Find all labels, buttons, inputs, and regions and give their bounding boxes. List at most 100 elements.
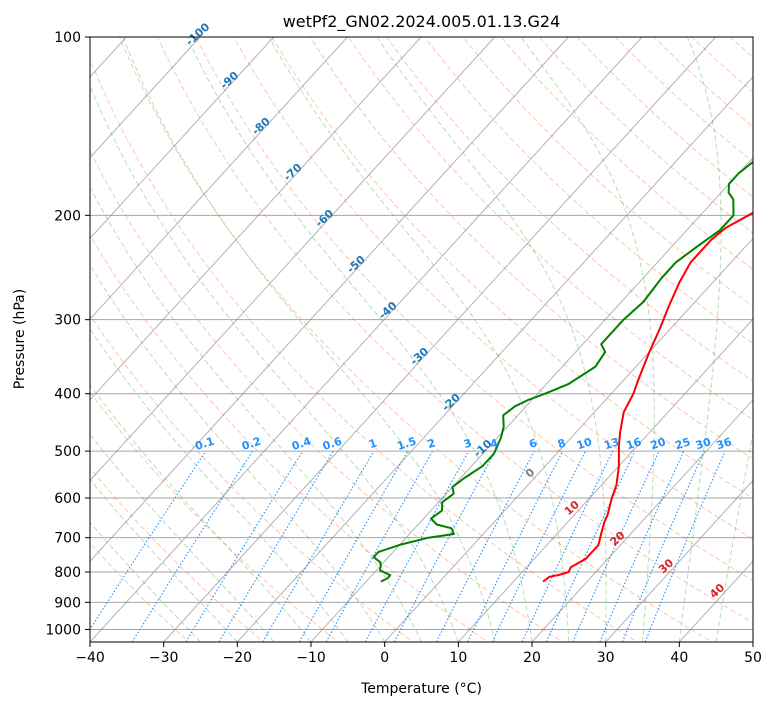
isotherm xyxy=(384,237,753,642)
y-axis-label: Pressure (hPa) xyxy=(12,289,28,389)
x-tick-label: −30 xyxy=(149,650,179,666)
mixing-ratio-line xyxy=(467,450,564,642)
x-tick-label: 20 xyxy=(523,650,541,666)
isotherm xyxy=(90,37,348,320)
isotherm xyxy=(90,37,201,159)
background-lines xyxy=(90,37,753,642)
isotherm xyxy=(90,37,275,240)
isotherm xyxy=(310,156,753,642)
mixing-ratio-line xyxy=(325,450,433,642)
mixing-ratio-line xyxy=(572,450,660,642)
moist-adiabat xyxy=(268,37,570,642)
x-tick-label: −40 xyxy=(75,650,105,666)
y-tick-label: 300 xyxy=(54,313,81,329)
mixing-ratio-label: 30 xyxy=(694,435,713,452)
mixing-ratio-line xyxy=(644,450,726,642)
moist-adiabat xyxy=(90,478,238,642)
x-axis: −40 −30 −20 −10 0 10 20 30 40 50 xyxy=(75,642,762,666)
y-tick-label: 400 xyxy=(54,387,81,403)
mixing-ratio-label: 20 xyxy=(649,435,668,452)
moist-adiabat xyxy=(90,521,201,642)
y-tick-label: 900 xyxy=(54,595,81,611)
x-tick-label: 10 xyxy=(449,650,467,666)
mixing-ratio-line xyxy=(545,450,636,642)
dry-adiabat xyxy=(347,37,753,421)
mixing-ratio-line xyxy=(521,450,614,642)
mixing-ratio-line xyxy=(621,450,705,642)
mixing-ratio-label: 0.1 xyxy=(193,435,216,453)
moist-adiabat xyxy=(520,37,655,642)
moist-adiabat xyxy=(376,37,607,642)
mixing-ratio-line xyxy=(435,450,535,642)
x-axis-label: Temperature (°C) xyxy=(360,681,482,697)
mixing-ratio-label: 36 xyxy=(715,435,734,452)
x-tick-label: 50 xyxy=(744,650,762,666)
y-tick-label: 1000 xyxy=(45,622,81,638)
isotherm xyxy=(605,479,753,642)
isotherm xyxy=(90,37,496,482)
mixing-ratio-label: 13 xyxy=(602,435,621,452)
isotherm xyxy=(531,399,753,642)
isotherm xyxy=(163,37,717,642)
mixing-ratio-line xyxy=(131,450,254,642)
x-tick-label: 0 xyxy=(380,650,389,666)
moist-adiabat xyxy=(122,37,496,642)
dry-adiabat xyxy=(271,37,753,500)
isotherm xyxy=(457,318,753,642)
mixing-ratio-label: 0.2 xyxy=(240,435,263,453)
y-tick-label: 800 xyxy=(54,565,81,581)
dry-adiabat xyxy=(195,37,753,582)
x-tick-label: 40 xyxy=(670,650,688,666)
dry-adiabat xyxy=(90,58,638,642)
moist-adiabat xyxy=(186,37,533,642)
chart-title: wetPf2_GN02.2024.005.01.13.G24 xyxy=(283,12,561,32)
mixing-ratio-label: 0.4 xyxy=(290,434,313,452)
mixing-ratio-label: 1 xyxy=(367,436,378,451)
isotherm xyxy=(90,37,422,401)
isotherm xyxy=(90,37,569,563)
y-axis: 100 200 300 400 500 600 700 800 900 1000 xyxy=(45,30,90,638)
y-tick-label: 200 xyxy=(54,208,81,224)
mixing-ratio-label: 10 xyxy=(575,435,594,452)
mixing-ratio-label: 0.6 xyxy=(321,434,344,452)
moist-adiabat xyxy=(90,84,459,642)
y-tick-label: 600 xyxy=(54,491,81,507)
moist-adiabat xyxy=(90,185,422,642)
isotherm xyxy=(90,37,643,642)
series-line-0 xyxy=(542,211,753,583)
mixing-ratio-label: 2 xyxy=(426,436,437,451)
mixing-ratio-line xyxy=(218,450,334,642)
mixing-ratio-line xyxy=(364,450,470,642)
mixing-ratio-label: 3 xyxy=(462,436,473,451)
dry-adiabat xyxy=(462,37,753,307)
moist-adiabat xyxy=(90,433,275,642)
y-tick-label: 700 xyxy=(54,531,81,547)
series-lines xyxy=(372,160,753,583)
moist-adiabat xyxy=(90,264,386,642)
dry-adiabat xyxy=(309,37,753,460)
y-tick-label: 500 xyxy=(54,444,81,460)
isotherm xyxy=(236,76,753,642)
pressure-gridlines xyxy=(90,37,753,630)
mixing-ratio-line xyxy=(185,450,304,642)
dry-adiabat xyxy=(233,37,753,540)
mixing-ratio-label: 1.5 xyxy=(395,435,418,453)
y-tick-label: 100 xyxy=(54,30,81,46)
plot-frame xyxy=(89,36,754,643)
dry-adiabat xyxy=(424,37,753,344)
mixing-ratio-label: 25 xyxy=(673,435,692,452)
series-line-1 xyxy=(372,160,753,583)
mixing-ratio-line xyxy=(599,450,685,642)
mixing-ratio-label: 4 xyxy=(489,436,501,451)
moist-adiabat xyxy=(715,430,753,642)
mixing-ratio-label: 16 xyxy=(625,435,644,452)
mixing-ratio-label: 8 xyxy=(556,436,567,451)
mixing-ratio-line xyxy=(90,450,207,631)
moist-adiabat xyxy=(678,37,722,642)
x-tick-label: 30 xyxy=(597,650,615,666)
moist-adiabat xyxy=(90,328,349,642)
x-tick-label: −20 xyxy=(223,650,253,666)
mixing-ratio-line xyxy=(393,450,496,642)
